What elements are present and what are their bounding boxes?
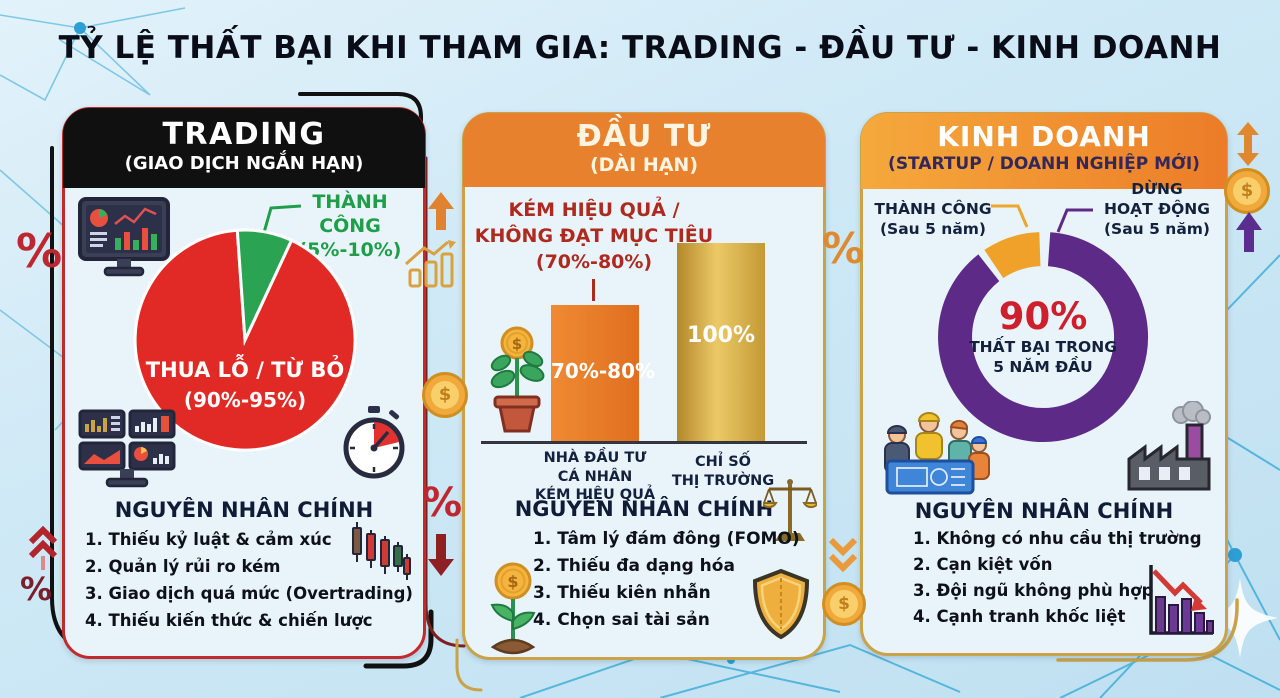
panel-kinhdoanh-subtitle: (STARTUP / DOANH NGHIỆP MỚI) (888, 154, 1200, 174)
declining-chart-icon (1149, 565, 1214, 635)
panel-kinhdoanh-title: KINH DOANH (937, 120, 1151, 153)
pie-svg (133, 228, 357, 452)
trading-cause-1: 1. Thiếu kỷ luật & cảm xúc (85, 530, 332, 549)
trading-cause-3: 3. Giao dịch quá mức (Overtrading) (85, 584, 413, 603)
donut-center-percent: 90% (998, 295, 1088, 338)
double-chevron-down-icon (828, 537, 858, 573)
dollar-coin-right: $ (1224, 168, 1270, 214)
panel-kinhdoanh: KINH DOANH (STARTUP / DOANH NGHIỆP MỚI) … (860, 112, 1228, 656)
trading-cause-2: 2. Quản lý rủi ro kém (85, 557, 281, 576)
panel-trading-subtitle: (GIAO DỊCH NGẮN HẠN) (124, 153, 364, 174)
dautu-cause-1: 1. Tâm lý đám đông (FOMO) (533, 529, 800, 549)
double-headed-arrow-icon (1237, 122, 1259, 166)
dautu-cause-2: 2. Thiếu đa dạng hóa (533, 556, 735, 576)
panel-dautu-subtitle: (DÀI HẠN) (589, 154, 699, 176)
donut-center-text: 90% THẤT BẠI TRONG 5 NĂM ĐẦU (969, 295, 1117, 377)
kinhdoanh-cause-4: 4. Cạnh tranh khốc liệt (913, 607, 1126, 626)
donut-stop-label: DỪNG HOẠT ĐỘNG (Sau 5 năm) (1103, 180, 1211, 238)
page-title: TỶ LỆ THẤT BẠI KHI THAM GIA: TRADING - Đ… (58, 30, 1222, 66)
multi-monitor-icon (78, 409, 176, 488)
monitor-chart-icon (78, 197, 170, 277)
panel-trading-header: TRADING (GIAO DỊCH NGẮN HẠN) (63, 108, 425, 188)
bar-baseline (481, 441, 807, 444)
kinhdoanh-cause-1: 1. Không có nhu cầu thị trường (913, 529, 1202, 548)
down-arrow-icon (428, 534, 454, 576)
donut-svg (938, 232, 1149, 442)
candlestick-chart-icon (352, 522, 411, 580)
purple-up-arrow-icon (1236, 212, 1262, 252)
panel-dautu-header: ĐẦU TƯ (DÀI HẠN) (463, 113, 825, 187)
donut-success-label: THÀNH CÔNG (Sau 5 năm) (874, 200, 992, 238)
bar-market-index-value: 100% (687, 323, 755, 348)
team-blueprint-icon (884, 412, 990, 495)
dollar-coin-mid: $ (822, 582, 866, 626)
bar-market-index-label: CHỈ SỐ THỊ TRƯỜNG (671, 454, 775, 489)
percent-decor-left-bottom: % (20, 570, 53, 608)
double-chevron-up-icon (28, 526, 58, 570)
factory-icon (1127, 401, 1211, 491)
svg-text:$: $ (507, 572, 518, 591)
kinhdoanh-cause-2: 2. Cạn kiệt vốn (913, 555, 1053, 574)
panel-trading-title: TRADING (162, 117, 326, 152)
up-arrow-icon (428, 192, 454, 230)
coin-sprout-icon: $ (490, 562, 536, 655)
pie-success-leader-line (261, 204, 302, 237)
annotation-connector-line (592, 279, 595, 301)
donut-stop-leader-line (1056, 208, 1093, 233)
bar-market-index: 100% (677, 243, 765, 441)
bar-investors-value: 70%-80% (551, 359, 656, 383)
panel-kinhdoanh-header: KINH DOANH (STARTUP / DOANH NGHIỆP MỚI) (861, 113, 1227, 189)
kinhdoanh-cause-3: 3. Đội ngũ không phù hợp (913, 581, 1154, 600)
svg-text:$: $ (512, 335, 522, 353)
money-plant-icon: $ (490, 326, 545, 433)
percent-decor-mid-left: % (422, 480, 463, 526)
trading-pie-chart: THUA LỖ / TỪ BỎ (90%-95%) (123, 218, 367, 462)
stopwatch-icon (343, 406, 405, 479)
bar-investors: 70%-80% (551, 305, 656, 441)
shield-icon (752, 568, 810, 640)
panel-dautu-title: ĐẦU TƯ (576, 119, 712, 154)
panel-dautu: ĐẦU TƯ (DÀI HẠN) KÉM HIỆU QUẢ / KHÔNG ĐẠ… (462, 112, 826, 660)
trading-cause-4: 4. Thiếu kiến thức & chiến lược (85, 611, 373, 630)
bar-investors-label: NHÀ ĐẦU TƯ CÁ NHÂN KÉM HIỆU QUẢ (534, 450, 656, 503)
percent-decor-mid-right: % (822, 224, 865, 273)
trading-causes-title: NGUYÊN NHÂN CHÍNH (114, 498, 374, 522)
balance-scale-icon (763, 479, 817, 541)
dautu-causes-title: NGUYÊN NHÂN CHÍNH (514, 497, 774, 521)
pie-fail-label: THUA LỖ / TỪ BỎ (145, 358, 345, 382)
percent-decor-left-top: % (16, 224, 63, 278)
pie-success-label: THÀNH CÔNG (5%-10%) (298, 191, 402, 261)
kinhdoanh-donut-chart: 90% THẤT BẠI TRONG 5 NĂM ĐẦU (937, 231, 1149, 443)
kinhdoanh-causes-title: NGUYÊN NHÂN CHÍNH (914, 499, 1174, 523)
donut-success-leader-line (991, 204, 1029, 228)
pie-fail-value: (90%-95%) (183, 388, 307, 412)
dautu-cause-4: 4. Chọn sai tài sản (533, 610, 710, 630)
panel-trading: TRADING (GIAO DỊCH NGẮN HẠN) THÀNH CÔNG … (62, 107, 426, 659)
dautu-cause-3: 3. Thiếu kiên nhẫn (533, 583, 711, 603)
bar-annotation: KÉM HIỆU QUẢ / KHÔNG ĐẠT MỤC TIÊU (70%-8… (474, 199, 714, 273)
dollar-coin-left: $ (422, 372, 468, 418)
growth-bars-icon (405, 240, 456, 288)
